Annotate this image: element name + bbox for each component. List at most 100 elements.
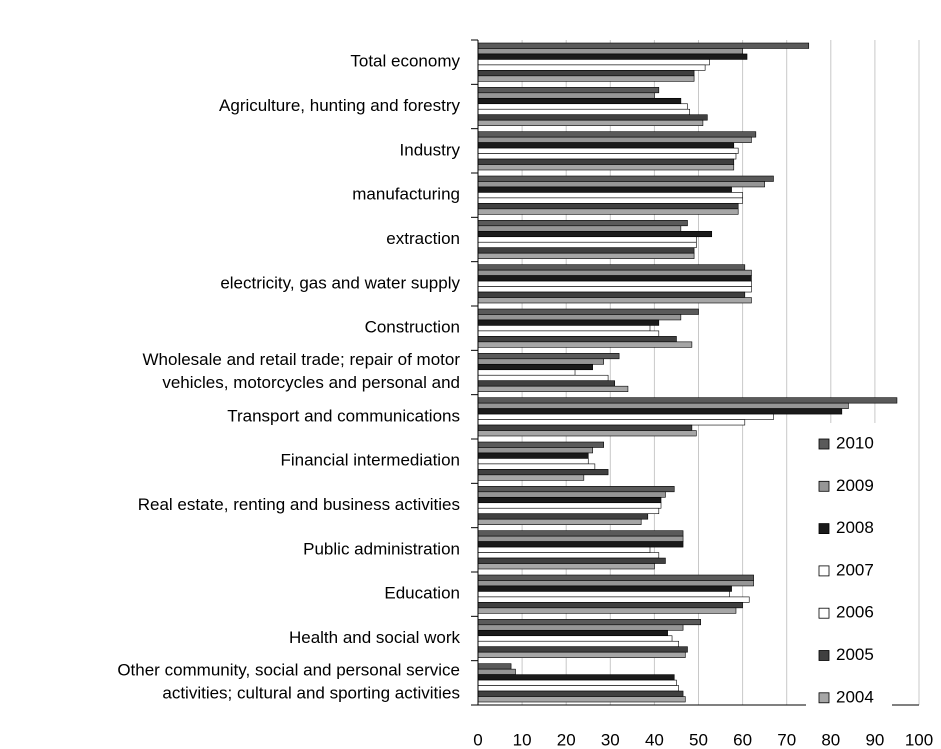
bar bbox=[477, 87, 660, 94]
bar bbox=[477, 469, 609, 476]
bar bbox=[477, 541, 684, 548]
legend-swatch bbox=[818, 692, 830, 704]
bar bbox=[477, 463, 596, 470]
bar bbox=[477, 513, 649, 520]
bar bbox=[477, 114, 708, 121]
x-tick-label: 50 bbox=[689, 730, 708, 749]
legend-label: 2007 bbox=[836, 560, 874, 579]
bar bbox=[477, 147, 739, 154]
bar bbox=[477, 297, 752, 304]
y-tick-label: Industry bbox=[400, 140, 461, 159]
bar bbox=[477, 358, 604, 365]
y-tick-label: Agriculture, hunting and forestry bbox=[219, 96, 460, 115]
bar bbox=[477, 491, 666, 498]
bar bbox=[477, 413, 774, 420]
y-tick-label: Total economy bbox=[350, 52, 460, 71]
bar bbox=[477, 153, 737, 160]
y-tick-label: manufacturing bbox=[352, 185, 460, 204]
y-tick-label: Construction bbox=[365, 318, 460, 337]
bar bbox=[477, 48, 743, 55]
bar bbox=[477, 269, 752, 276]
legend-swatch bbox=[818, 438, 830, 450]
bar bbox=[477, 369, 576, 376]
bar bbox=[477, 602, 743, 609]
x-tick-label: 90 bbox=[865, 730, 884, 749]
bar bbox=[477, 92, 655, 99]
y-tick-label: Public administration bbox=[303, 539, 460, 558]
x-tick-label: 100 bbox=[905, 730, 933, 749]
bar bbox=[477, 591, 730, 598]
bar bbox=[477, 502, 662, 509]
bar bbox=[477, 264, 746, 271]
bar bbox=[477, 208, 739, 215]
bar bbox=[477, 53, 748, 60]
bar bbox=[477, 424, 693, 431]
bar bbox=[477, 557, 666, 564]
bar bbox=[477, 530, 684, 537]
x-tick-label: 40 bbox=[645, 730, 664, 749]
bar bbox=[477, 535, 684, 542]
y-tick-label: Financial intermediation bbox=[280, 451, 460, 470]
x-tick-label: 60 bbox=[733, 730, 752, 749]
y-tick-label: Health and social work bbox=[289, 628, 461, 647]
bar bbox=[477, 574, 754, 581]
bar bbox=[477, 374, 609, 382]
bar bbox=[477, 291, 746, 298]
bar bbox=[477, 546, 651, 553]
bar bbox=[477, 280, 752, 287]
y-tick-label: extraction bbox=[386, 229, 460, 248]
bar bbox=[477, 341, 693, 348]
x-tick-label: 30 bbox=[601, 730, 620, 749]
bar bbox=[477, 136, 752, 143]
bar bbox=[477, 108, 690, 116]
bar bbox=[477, 408, 843, 415]
legend-swatch bbox=[818, 480, 830, 492]
bar bbox=[477, 275, 752, 282]
legend-swatch bbox=[818, 650, 830, 661]
bar bbox=[477, 679, 677, 686]
legend-swatch bbox=[818, 607, 830, 619]
bar bbox=[477, 286, 752, 293]
bar bbox=[477, 363, 593, 371]
bar bbox=[477, 585, 732, 592]
bar bbox=[477, 252, 695, 259]
bar bbox=[477, 158, 735, 165]
bar bbox=[477, 580, 754, 587]
bar bbox=[477, 563, 655, 570]
bar bbox=[477, 225, 682, 232]
legend-label: 2010 bbox=[836, 433, 874, 452]
bar bbox=[477, 385, 629, 392]
y-tick-label: Real estate, renting and business activi… bbox=[138, 495, 460, 514]
bar bbox=[477, 131, 757, 138]
bar bbox=[477, 42, 810, 49]
x-tick-label: 70 bbox=[777, 730, 796, 749]
bar bbox=[477, 203, 739, 210]
legend-label: 2004 bbox=[836, 687, 874, 706]
y-tick-label: Education bbox=[384, 584, 460, 603]
bar bbox=[477, 696, 686, 703]
legend-label: 2005 bbox=[836, 645, 874, 664]
bar bbox=[477, 518, 642, 525]
legend-swatch bbox=[818, 565, 830, 577]
bar bbox=[477, 447, 593, 454]
bar bbox=[477, 441, 604, 448]
bar bbox=[477, 607, 737, 614]
bar bbox=[477, 419, 746, 426]
bar bbox=[477, 59, 710, 66]
bar bbox=[477, 663, 512, 670]
bar bbox=[477, 75, 695, 82]
bar bbox=[477, 64, 706, 71]
bar bbox=[477, 164, 735, 171]
bar bbox=[477, 181, 765, 188]
bar bbox=[477, 97, 682, 105]
bar bbox=[477, 380, 616, 387]
y-tick-label: electricity, gas and water supply bbox=[220, 273, 460, 292]
legend-swatch bbox=[818, 523, 830, 534]
bar bbox=[477, 668, 516, 675]
bar bbox=[477, 241, 697, 249]
bar bbox=[477, 552, 660, 559]
bar bbox=[477, 640, 679, 648]
bar bbox=[477, 674, 675, 681]
y-tick-label: Other community, social and personal ser… bbox=[117, 661, 460, 703]
